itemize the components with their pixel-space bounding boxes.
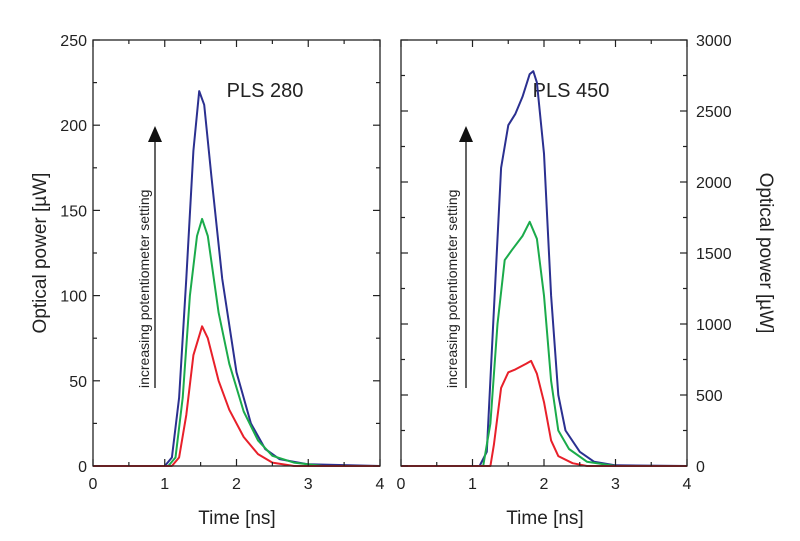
x-tick-label: 3 [304, 476, 313, 493]
x-tick-label: 1 [160, 476, 169, 493]
panel-title: PLS 450 [533, 80, 610, 102]
series-line-low [93, 325, 380, 467]
arrow-annotation: increasing potentiometer setting [136, 190, 152, 388]
x-axis-label: Time [ns] [198, 508, 275, 529]
panel-title: PLS 280 [227, 80, 304, 102]
y-tick-label: 200 [60, 118, 87, 135]
y-tick-label: 100 [60, 289, 87, 306]
y-tick-label: 2500 [696, 104, 732, 121]
x-tick-label: 1 [468, 476, 477, 493]
y-tick-label: 2000 [696, 175, 732, 192]
y-tick-label: 50 [69, 374, 87, 391]
y-axis-label: Optical power [µW] [30, 173, 51, 334]
x-tick-label: 4 [376, 476, 385, 493]
arrow-head-icon [459, 126, 473, 142]
series-line-medium [401, 220, 687, 467]
arrow-head-icon [148, 126, 162, 142]
y-tick-label: 0 [78, 459, 87, 476]
y-axis-label: Optical power [µW] [755, 173, 776, 334]
panel-pls-450: PLS 450 Time [ns] Optical power [µW] inc… [397, 33, 776, 529]
x-tick-label: 0 [89, 476, 98, 493]
y-tick-label: 150 [60, 203, 87, 220]
y-tick-label: 1000 [696, 317, 732, 334]
y-tick-label: 500 [696, 388, 723, 405]
y-tick-label: 0 [696, 459, 705, 476]
series-line-medium [93, 217, 380, 467]
x-tick-label: 4 [683, 476, 692, 493]
y-tick-label: 1500 [696, 246, 732, 263]
series-line-high [93, 90, 381, 467]
y-tick-label: 3000 [696, 33, 732, 50]
x-tick-label: 0 [397, 476, 406, 493]
x-tick-label: 3 [611, 476, 620, 493]
y-tick-label: 250 [60, 33, 87, 50]
series-line-low [401, 359, 687, 467]
x-tick-label: 2 [232, 476, 241, 493]
x-tick-label: 2 [540, 476, 549, 493]
arrow-annotation: increasing potentiometer setting [444, 190, 460, 388]
panel-pls-280: PLS 280 Time [ns] Optical power [µW] inc… [30, 33, 385, 529]
x-axis-label: Time [ns] [506, 508, 583, 529]
series-line-high [401, 70, 688, 467]
